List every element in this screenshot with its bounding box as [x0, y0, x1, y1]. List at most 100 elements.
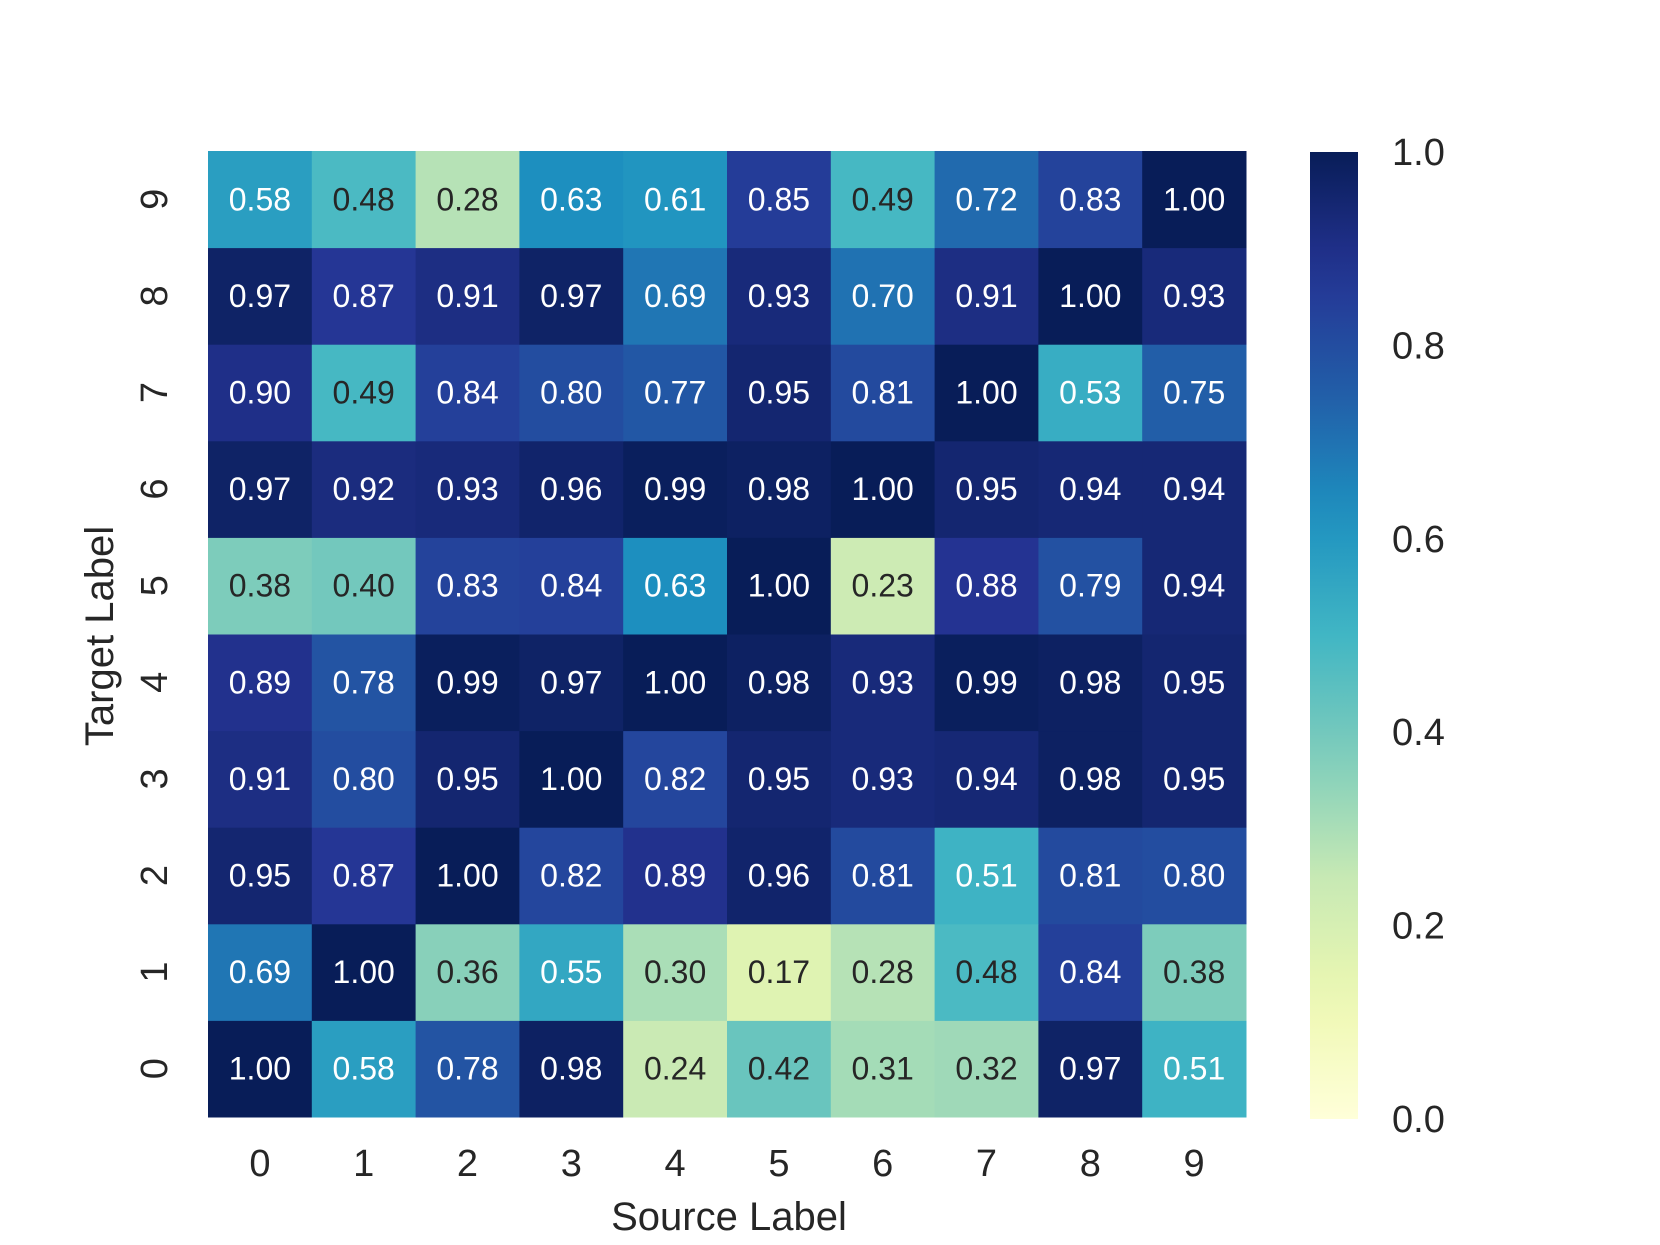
- cell-value-label: 1.00: [540, 761, 602, 797]
- cell-value-label: 0.94: [955, 761, 1017, 797]
- cell-value-label: 0.95: [748, 761, 810, 797]
- cell-value-label: 0.58: [229, 181, 291, 217]
- heatmap-cell: [519, 827, 624, 925]
- heatmap-cell: [623, 247, 728, 345]
- cell-value-label: 0.40: [333, 568, 395, 604]
- heatmap-cell: [415, 344, 520, 442]
- heatmap-cell: [415, 1020, 520, 1118]
- heatmap-cell: [1142, 1020, 1247, 1118]
- cell-value-label: 0.81: [852, 858, 914, 894]
- heatmap-cell: [415, 923, 520, 1021]
- cell-value-label: 0.51: [955, 858, 1017, 894]
- cell-value-label: 0.48: [333, 181, 395, 217]
- cell-value-label: 0.98: [540, 1051, 602, 1087]
- heatmap-cell: [1142, 827, 1247, 925]
- cell-value-label: 0.94: [1163, 568, 1225, 604]
- heatmap-cell: [208, 923, 313, 1021]
- heatmap-cell: [208, 247, 313, 345]
- heatmap-cell: [415, 440, 520, 538]
- colorbar: [1310, 152, 1358, 1119]
- cell-value-label: 0.32: [955, 1051, 1017, 1087]
- cell-value-label: 0.91: [955, 278, 1017, 314]
- cell-value-label: 0.97: [540, 278, 602, 314]
- y-tick-label: 3: [134, 768, 176, 789]
- heatmap-cell: [934, 151, 1039, 249]
- heatmap-cell: [519, 730, 624, 828]
- heatmap-cell: [623, 1020, 728, 1118]
- x-tick-label: 3: [561, 1143, 582, 1185]
- cell-value-label: 0.91: [436, 278, 498, 314]
- heatmap-cell: [830, 247, 936, 345]
- heatmap-cell: [311, 151, 417, 249]
- cell-value-label: 1.00: [955, 375, 1017, 411]
- heatmap-cell: [727, 923, 832, 1021]
- heatmap-cell: [311, 440, 417, 538]
- cell-value-label: 0.72: [955, 181, 1017, 217]
- cell-value-label: 0.95: [229, 858, 291, 894]
- cell-value-label: 1.00: [644, 664, 706, 700]
- cell-value-label: 0.23: [852, 568, 914, 604]
- x-tick-label: 9: [1184, 1143, 1205, 1185]
- cell-value-label: 0.78: [333, 664, 395, 700]
- colorbar-tick-label: 0.0: [1392, 1099, 1445, 1141]
- x-axis-ticks: 0 1 2 3 4 5 6 7 8 9: [249, 1143, 1204, 1185]
- cell-value-label: 0.93: [852, 761, 914, 797]
- heatmap-cell: [830, 440, 936, 538]
- heatmap-cell: [830, 827, 936, 925]
- cell-value-label: 0.93: [852, 664, 914, 700]
- cell-value-label: 0.79: [1059, 568, 1121, 604]
- cell-value-label: 0.95: [748, 375, 810, 411]
- heatmap-cells: 1.00 0.58 0.78 0.98 0.24 0.42 0.31 0.32 0.97 0.51…: [208, 151, 1247, 1118]
- cell-value-label: 0.28: [852, 954, 914, 990]
- cell-value-label: 0.99: [955, 664, 1017, 700]
- heatmap-cell: [415, 537, 520, 635]
- heatmap-cell: [208, 151, 313, 249]
- heatmap-cell: [623, 634, 728, 732]
- heatmap-cell: [623, 923, 728, 1021]
- heatmap-cell: [208, 1020, 313, 1118]
- cell-value-label: 0.93: [748, 278, 810, 314]
- cell-value-label: 0.81: [1059, 858, 1121, 894]
- heatmap-cell: [208, 730, 313, 828]
- cell-value-label: 1.00: [333, 954, 395, 990]
- heatmap-cell: [1038, 730, 1143, 828]
- y-tick-label: 1: [134, 962, 176, 983]
- cell-value-label: 0.42: [748, 1051, 810, 1087]
- heatmap-cell: [934, 440, 1039, 538]
- cell-value-label: 0.31: [852, 1051, 914, 1087]
- y-tick-label: 4: [134, 672, 176, 693]
- cell-value-label: 0.98: [748, 471, 810, 507]
- heatmap-cell: [1142, 440, 1247, 538]
- cell-value-label: 0.58: [333, 1051, 395, 1087]
- heatmap-cell: [1038, 151, 1143, 249]
- heatmap-cell: [1038, 923, 1143, 1021]
- cell-value-label: 0.61: [644, 181, 706, 217]
- heatmap-cell: [519, 1020, 624, 1118]
- cell-value-label: 0.84: [436, 375, 498, 411]
- heatmap-cell: [208, 827, 313, 925]
- cell-value-label: 0.83: [436, 568, 498, 604]
- cell-value-label: 0.17: [748, 954, 810, 990]
- heatmap-cell: [415, 730, 520, 828]
- heatmap-cell: [623, 827, 728, 925]
- cell-value-label: 0.51: [1163, 1051, 1225, 1087]
- heatmap-cell: [830, 923, 936, 1021]
- y-tick-label: 5: [134, 575, 176, 596]
- cell-value-label: 0.97: [229, 278, 291, 314]
- heatmap-cell: [1038, 537, 1143, 635]
- heatmap-cell: [727, 827, 832, 925]
- cell-value-label: 0.80: [1163, 858, 1225, 894]
- y-tick-label: 8: [134, 285, 176, 306]
- cell-value-label: 0.82: [540, 858, 602, 894]
- heatmap-cell: [519, 923, 624, 1021]
- heatmap-cell: [1142, 537, 1247, 635]
- cell-value-label: 0.87: [333, 278, 395, 314]
- cell-value-label: 1.00: [1163, 181, 1225, 217]
- cell-value-label: 0.84: [540, 568, 602, 604]
- cell-value-label: 0.80: [540, 375, 602, 411]
- heatmap-cell: [311, 827, 417, 925]
- cell-value-label: 0.30: [644, 954, 706, 990]
- heatmap-cell: [623, 537, 728, 635]
- y-axis-title: Target Label: [78, 526, 122, 746]
